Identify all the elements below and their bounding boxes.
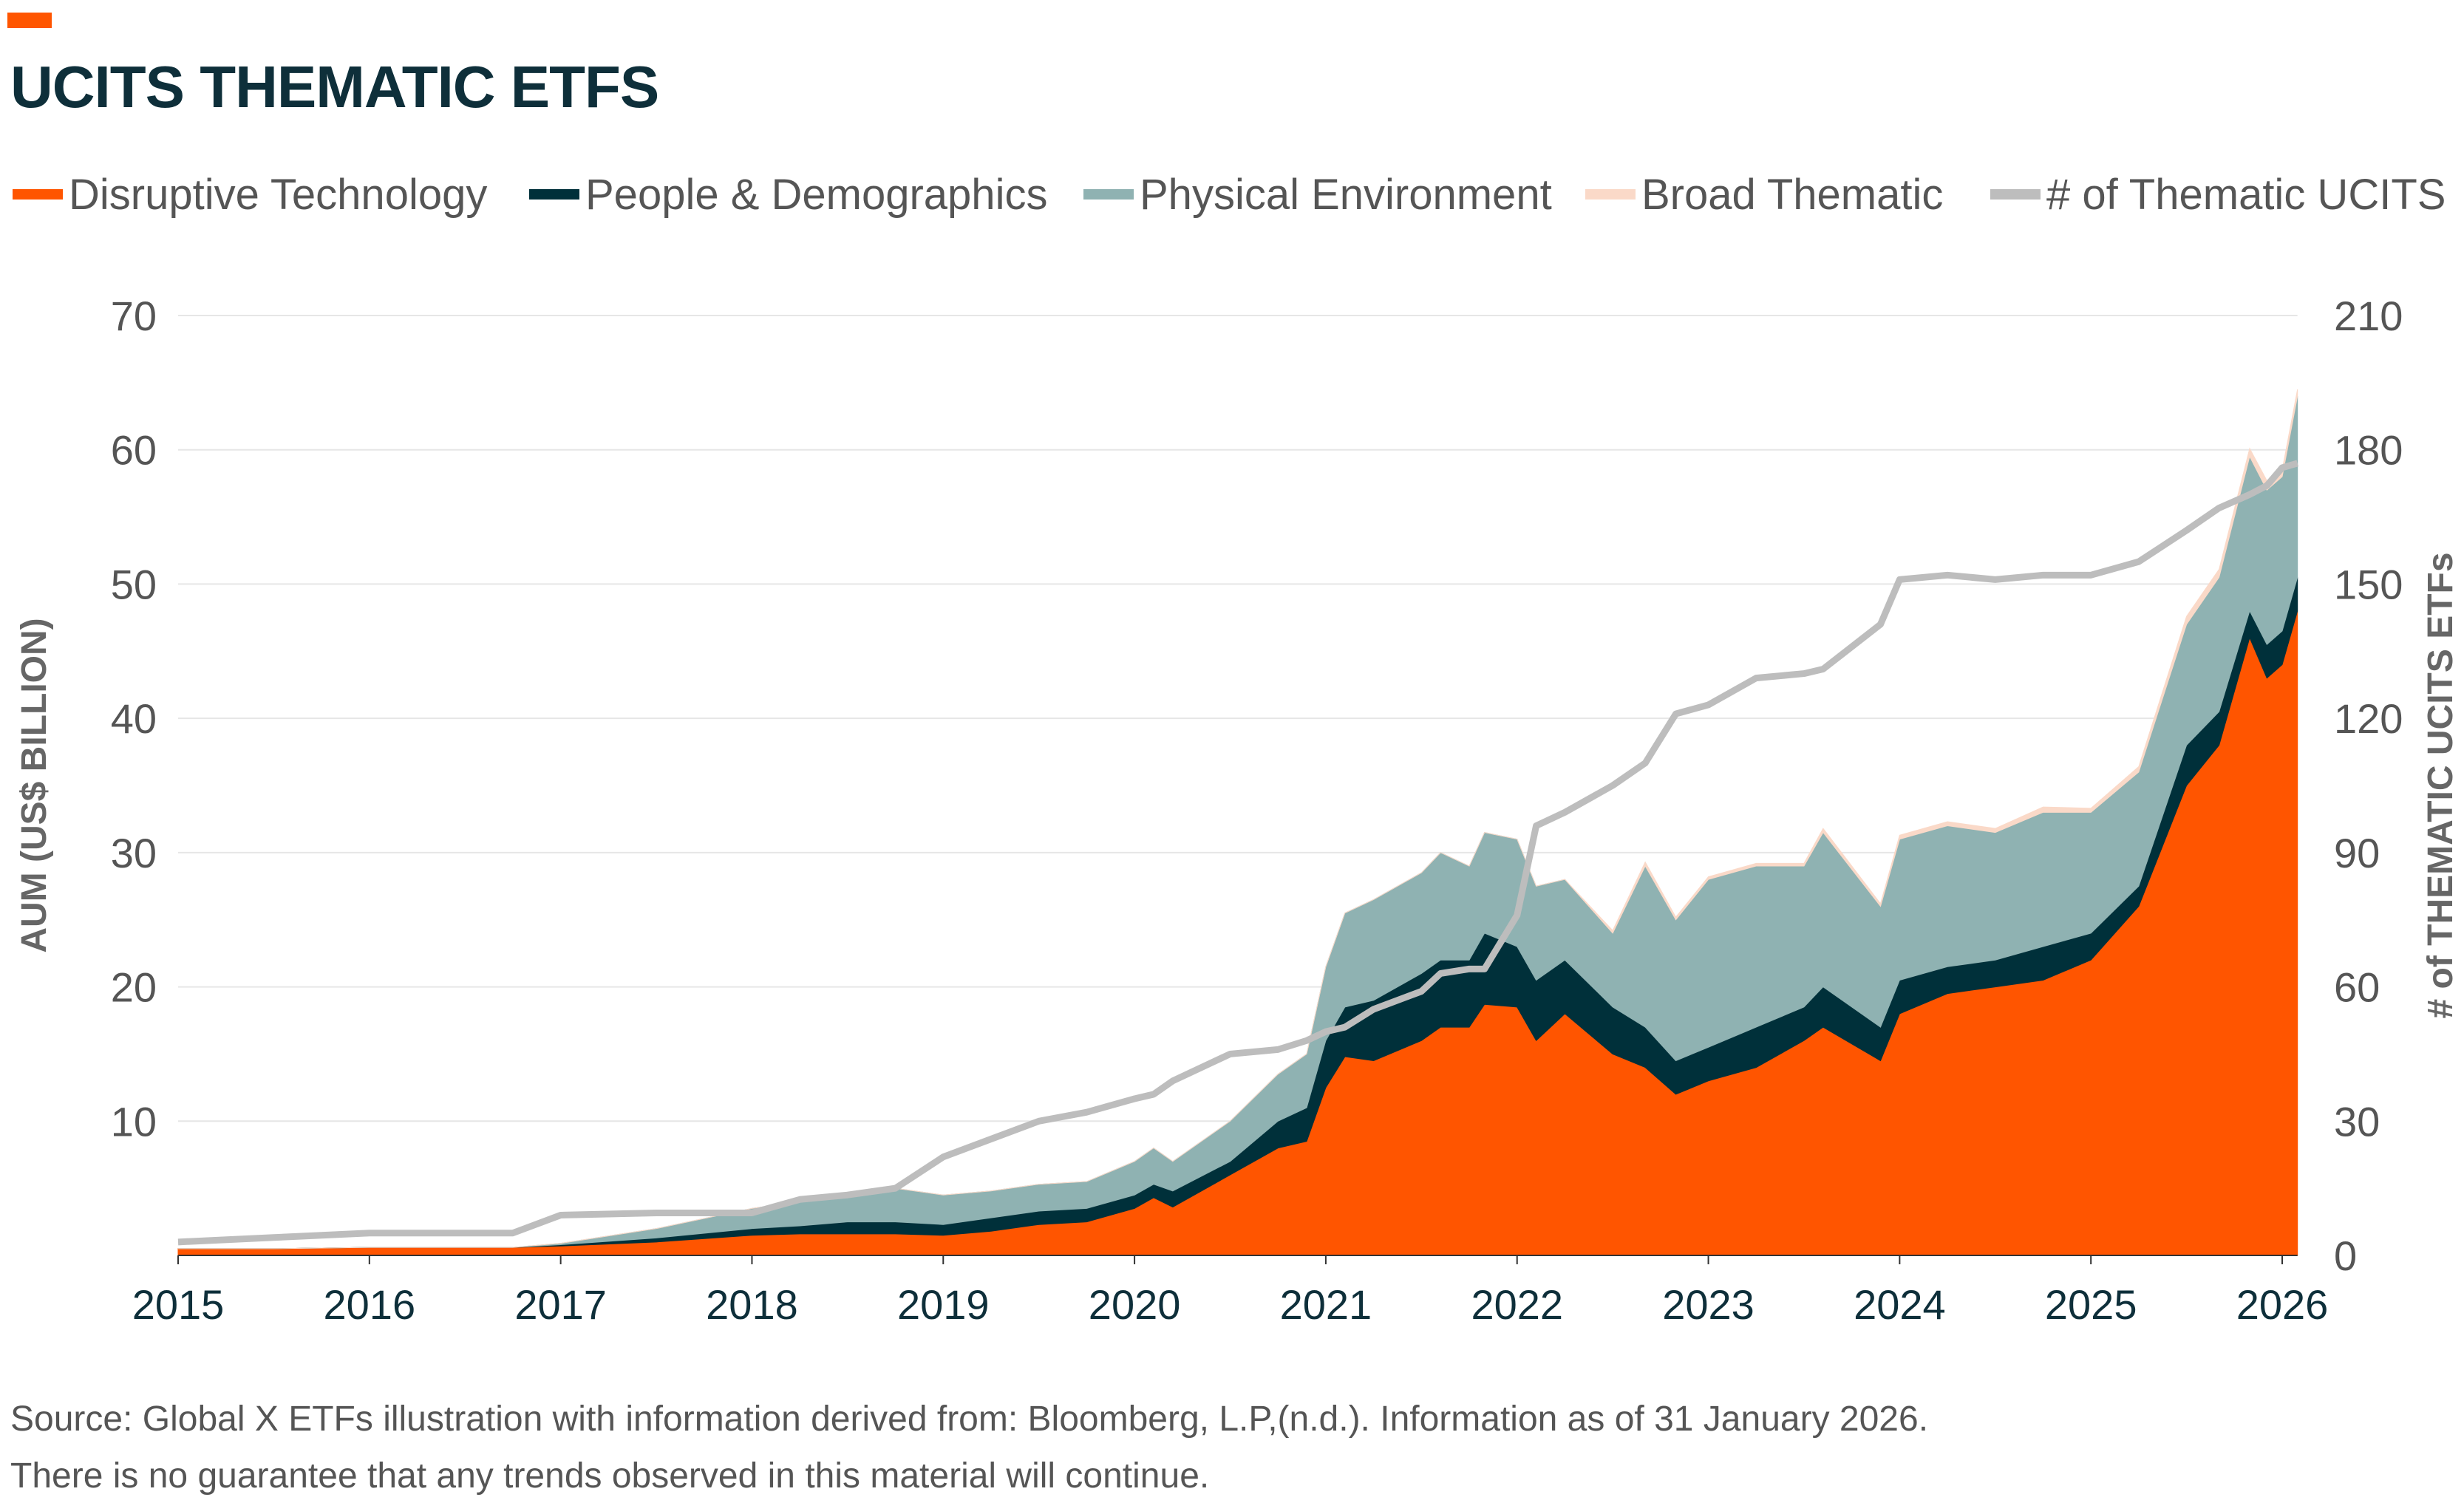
y-tick-label: 60 <box>111 427 157 474</box>
y2-tick-label: 60 <box>2334 964 2380 1011</box>
legend-swatch <box>13 189 63 200</box>
disclaimer-note: There is no guarantee that any trends ob… <box>10 1456 1210 1496</box>
y-tick-label: 30 <box>111 830 157 876</box>
y-tick-label: 50 <box>111 561 157 607</box>
title-accent-bar <box>7 13 52 28</box>
x-tick-label: 2015 <box>132 1281 225 1328</box>
x-tick-label: 2026 <box>2236 1281 2329 1328</box>
source-note: Source: Global X ETFs illustration with … <box>10 1400 1929 1439</box>
legend-swatch <box>529 189 579 200</box>
y2-tick-label: 30 <box>2334 1098 2380 1145</box>
y2-tick-label: 120 <box>2334 695 2403 742</box>
x-tick-label: 2017 <box>514 1281 607 1328</box>
area-broad-thematic <box>178 389 2298 1250</box>
y-tick-label: 70 <box>111 293 157 339</box>
legend-thematic-count: # of Thematic UCITS <box>1990 168 2446 220</box>
x-tick-label: 2016 <box>324 1281 416 1328</box>
x-tick-label: 2024 <box>1854 1281 1946 1328</box>
y2-tick-label: 210 <box>2334 293 2403 339</box>
legend-disruptive-technology: Disruptive Technology <box>13 168 487 220</box>
y-axis-title: AUM (US$ BILLION) <box>15 618 54 952</box>
y-tick-label: 40 <box>111 695 157 742</box>
y2-tick-label: 180 <box>2334 427 2403 474</box>
x-tick-label: 2023 <box>1662 1281 1755 1328</box>
x-tick-label: 2020 <box>1089 1281 1181 1328</box>
x-tick-label: 2025 <box>2045 1281 2137 1328</box>
legend-people-demographics: People & Demographics <box>529 168 1047 220</box>
legend-physical-environment: Physical Environment <box>1083 168 1552 220</box>
legend-swatch <box>1990 189 2041 200</box>
legend-label: # of Thematic UCITS <box>2046 170 2446 219</box>
y2-tick-label: 0 <box>2334 1233 2357 1279</box>
legend-broad-thematic: Broad Thematic <box>1585 168 1943 220</box>
legend-swatch <box>1585 189 1636 200</box>
y2-tick-label: 90 <box>2334 830 2380 876</box>
chart-title: UCITS THEMATIC ETFS <box>10 54 659 120</box>
legend-label: People & Demographics <box>585 170 1048 219</box>
y2-axis-title: # of THEMATIC UCITS ETFs <box>2421 552 2460 1018</box>
legend-swatch <box>1083 189 1134 200</box>
y-tick-label: 20 <box>111 964 157 1011</box>
x-tick-label: 2021 <box>1280 1281 1372 1328</box>
y-tick-label: 10 <box>111 1098 157 1145</box>
line-thematic-count <box>177 460 2298 1246</box>
legend-label: Physical Environment <box>1140 170 1552 219</box>
x-tick-label: 2019 <box>897 1281 990 1328</box>
x-tick-label: 2022 <box>1471 1281 1563 1328</box>
x-tick-label: 2018 <box>706 1281 798 1328</box>
legend-label: Disruptive Technology <box>69 170 488 219</box>
y2-tick-label: 150 <box>2334 561 2403 607</box>
legend-label: Broad Thematic <box>1641 170 1944 219</box>
